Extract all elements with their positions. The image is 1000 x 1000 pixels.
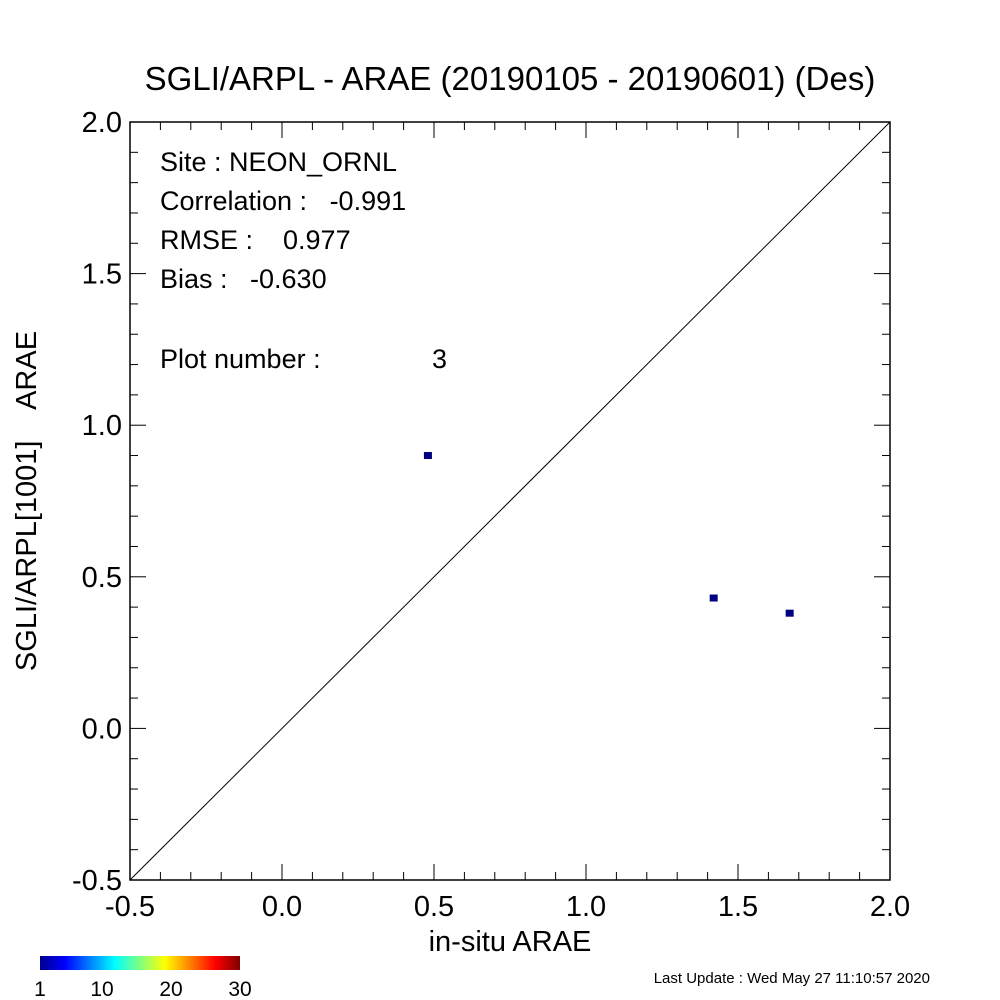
stat-bias: Bias : -0.630 bbox=[160, 264, 327, 294]
data-point bbox=[709, 594, 718, 602]
stat-plot-number-label: Plot number : bbox=[160, 344, 321, 374]
x-tick-label: 1.5 bbox=[718, 891, 758, 923]
y-tick-label: 1.0 bbox=[82, 410, 122, 442]
y-tick-label: 0.0 bbox=[82, 713, 122, 745]
last-update: Last Update : Wed May 27 11:10:57 2020 bbox=[654, 970, 930, 987]
stat-plot-number-value: 3 bbox=[432, 344, 447, 374]
y-tick-label: 1.5 bbox=[82, 259, 122, 291]
minor-ticks bbox=[129, 121, 891, 881]
y-axis-ticks: -0.5 0.0 0.5 1.0 1.5 2.0 bbox=[72, 107, 122, 897]
y-tick-label: 2.0 bbox=[82, 107, 122, 139]
one-to-one-line bbox=[129, 121, 891, 881]
stat-rmse: RMSE : 0.977 bbox=[160, 225, 351, 255]
chart-title: SGLI/ARPL - ARAE (20190105 - 20190601) (… bbox=[145, 60, 876, 97]
y-tick-label: 0.5 bbox=[82, 562, 122, 594]
x-axis-ticks: -0.5 0.0 0.5 1.0 1.5 2.0 bbox=[105, 891, 910, 923]
stat-site: Site : NEON_ORNL bbox=[160, 147, 397, 177]
x-tick-label: 1.0 bbox=[566, 891, 606, 923]
x-tick-label: 2.0 bbox=[870, 891, 910, 923]
colorbar-label: 20 bbox=[159, 978, 182, 1000]
x-tick-label: -0.5 bbox=[105, 891, 155, 923]
colorbar-label: 30 bbox=[228, 978, 251, 1000]
data-points bbox=[423, 452, 794, 617]
colorbar bbox=[40, 956, 240, 970]
y-tick-label: -0.5 bbox=[72, 865, 122, 897]
y-axis-label: SGLI/ARPL[1001] ARAE bbox=[11, 331, 43, 671]
data-point bbox=[423, 452, 432, 460]
stat-correlation: Correlation : -0.991 bbox=[160, 186, 406, 216]
colorbar-label: 1 bbox=[34, 978, 46, 1000]
colorbar-label: 10 bbox=[90, 978, 113, 1000]
x-tick-label: 0.5 bbox=[414, 891, 454, 923]
plot-frame bbox=[129, 121, 891, 881]
x-axis-label: in-situ ARAE bbox=[429, 926, 592, 958]
colorbar-labels: 1 10 20 30 bbox=[34, 978, 252, 1000]
data-point bbox=[785, 609, 794, 617]
x-tick-label: 0.0 bbox=[262, 891, 302, 923]
